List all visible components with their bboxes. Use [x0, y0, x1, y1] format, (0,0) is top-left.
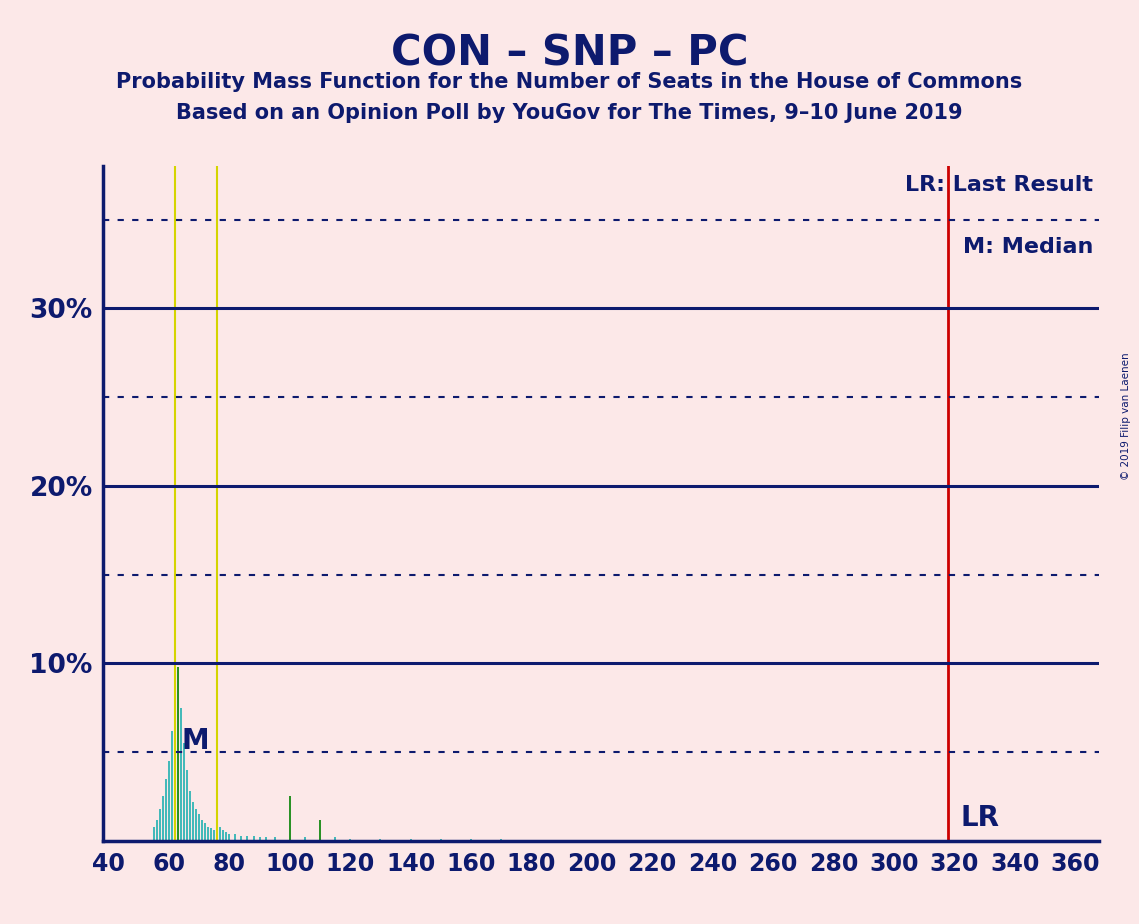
Text: LR: Last Result: LR: Last Result [906, 176, 1093, 195]
Text: LR: LR [960, 804, 999, 832]
Text: M: Median: M: Median [962, 237, 1093, 257]
Text: M: M [181, 727, 208, 756]
Text: Probability Mass Function for the Number of Seats in the House of Commons: Probability Mass Function for the Number… [116, 72, 1023, 92]
Text: CON – SNP – PC: CON – SNP – PC [391, 32, 748, 74]
Text: Based on an Opinion Poll by YouGov for The Times, 9–10 June 2019: Based on an Opinion Poll by YouGov for T… [177, 103, 962, 124]
Text: © 2019 Filip van Laenen: © 2019 Filip van Laenen [1121, 352, 1131, 480]
